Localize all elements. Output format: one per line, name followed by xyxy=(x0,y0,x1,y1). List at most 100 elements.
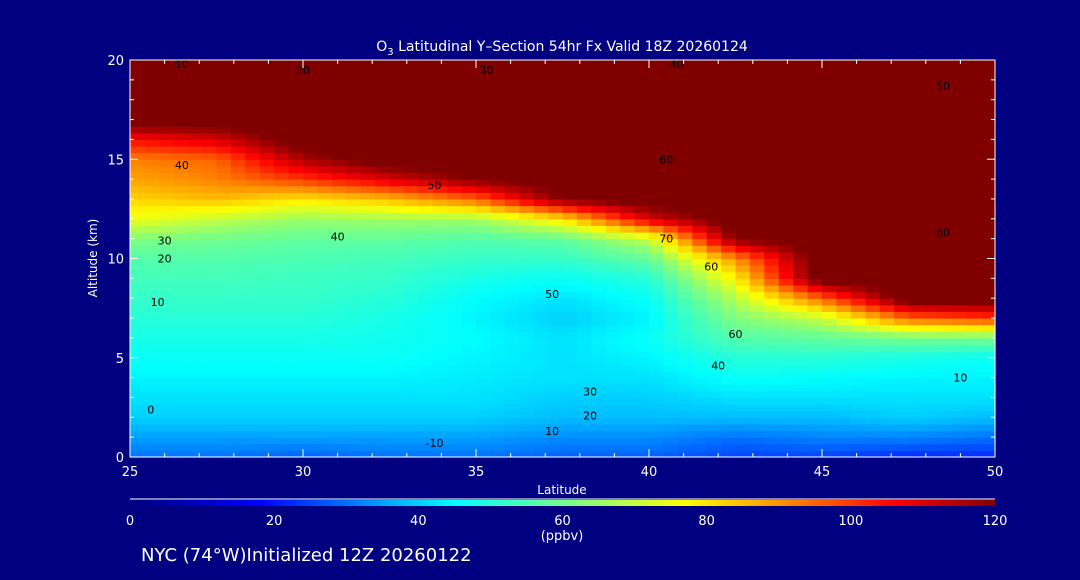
heatmap-cell xyxy=(865,232,881,240)
heatmap-cell xyxy=(822,198,837,207)
heatmap-cell xyxy=(865,126,881,134)
heatmap-cell xyxy=(461,99,477,107)
heatmap-cell xyxy=(303,311,318,319)
heatmap-cell xyxy=(245,410,261,418)
heatmap-cell xyxy=(432,218,448,226)
heatmap-cell xyxy=(331,258,347,266)
heatmap-cell xyxy=(403,324,419,332)
heatmap-cell xyxy=(706,417,722,425)
heatmap-cell xyxy=(274,106,290,114)
heatmap-cell xyxy=(706,185,722,193)
heatmap-cell xyxy=(735,318,751,326)
heatmap-cell xyxy=(288,198,304,207)
heatmap-cell xyxy=(317,112,333,121)
heatmap-cell xyxy=(533,152,549,160)
colorbar-swatch xyxy=(414,500,419,506)
heatmap-cell xyxy=(375,337,391,346)
heatmap-cell xyxy=(807,79,823,88)
heatmap-cell xyxy=(951,172,967,180)
heatmap-cell xyxy=(202,225,218,233)
heatmap-cell xyxy=(432,60,448,68)
heatmap-cell xyxy=(504,337,520,346)
heatmap-cell xyxy=(548,212,564,220)
heatmap-cell xyxy=(403,410,419,418)
heatmap-cell xyxy=(548,159,564,167)
heatmap-cell xyxy=(331,132,347,140)
heatmap-cell xyxy=(649,357,664,365)
heatmap-cell xyxy=(591,423,607,432)
heatmap-cell xyxy=(504,132,520,140)
heatmap-cell xyxy=(375,185,391,193)
heatmap-cell xyxy=(937,311,953,319)
heatmap-cell xyxy=(735,132,751,140)
heatmap-cell xyxy=(259,238,275,246)
heatmap-cell xyxy=(620,311,636,319)
heatmap-cell xyxy=(158,423,174,432)
heatmap-cell xyxy=(576,93,592,101)
heatmap-cell xyxy=(389,66,405,74)
heatmap-cell xyxy=(706,139,722,147)
heatmap-cell xyxy=(649,450,664,458)
heatmap-cell xyxy=(389,245,405,253)
heatmap-cell xyxy=(951,152,967,160)
heatmap-cell xyxy=(331,218,347,226)
heatmap-cell xyxy=(922,165,938,174)
heatmap-cell xyxy=(144,93,160,101)
heatmap-cell xyxy=(721,251,737,260)
heatmap-cell xyxy=(144,126,160,134)
heatmap-cell xyxy=(692,331,708,339)
heatmap-cell xyxy=(951,443,967,451)
heatmap-cell xyxy=(822,344,837,352)
heatmap-cell xyxy=(605,351,621,359)
heatmap-cell xyxy=(966,146,982,154)
colorbar-tick-label: 0 xyxy=(126,514,134,529)
heatmap-cell xyxy=(721,192,737,200)
heatmap-cell xyxy=(764,377,780,385)
heatmap-cell xyxy=(807,285,823,293)
heatmap-cell xyxy=(764,298,780,306)
heatmap-cell xyxy=(403,245,419,253)
heatmap-cell xyxy=(908,304,924,312)
heatmap-cell xyxy=(331,93,347,101)
heatmap-cell xyxy=(966,185,982,193)
heatmap-cell xyxy=(778,404,794,412)
heatmap-cell xyxy=(605,152,621,160)
heatmap-cell xyxy=(735,404,751,412)
heatmap-cell xyxy=(894,271,910,279)
heatmap-cell xyxy=(649,384,664,392)
heatmap-cell xyxy=(836,337,852,346)
heatmap-cell xyxy=(634,357,650,365)
heatmap-cell xyxy=(764,417,780,425)
heatmap-cell xyxy=(519,324,535,332)
heatmap-cell xyxy=(418,377,434,385)
heatmap-cell xyxy=(144,331,160,339)
heatmap-cell xyxy=(634,212,650,220)
heatmap-cell xyxy=(951,278,967,286)
heatmap-cell xyxy=(591,390,607,398)
heatmap-cell xyxy=(677,265,693,273)
y-tick-label: 0 xyxy=(116,451,124,466)
heatmap-cell xyxy=(721,318,737,326)
heatmap-cell xyxy=(778,93,794,101)
heatmap-cell xyxy=(346,437,362,445)
heatmap-cell xyxy=(922,66,938,74)
heatmap-cell xyxy=(216,79,232,88)
colorbar-swatch xyxy=(685,500,690,506)
heatmap-cell xyxy=(966,205,982,213)
heatmap-cell xyxy=(850,205,866,213)
heatmap-cell xyxy=(894,430,910,438)
heatmap-cell xyxy=(749,212,765,220)
heatmap-cell xyxy=(865,139,881,147)
heatmap-cell xyxy=(980,159,996,167)
heatmap-cell xyxy=(389,450,405,458)
heatmap-cell xyxy=(490,331,506,339)
heatmap-cell xyxy=(879,192,895,200)
heatmap-cell xyxy=(649,152,664,160)
heatmap-cell xyxy=(173,278,189,286)
heatmap-cell xyxy=(966,126,982,134)
heatmap-cell xyxy=(894,126,910,134)
heatmap-cell xyxy=(677,417,693,425)
heatmap-cell xyxy=(331,311,347,319)
heatmap-cell xyxy=(331,245,347,253)
heatmap-cell xyxy=(519,377,535,385)
